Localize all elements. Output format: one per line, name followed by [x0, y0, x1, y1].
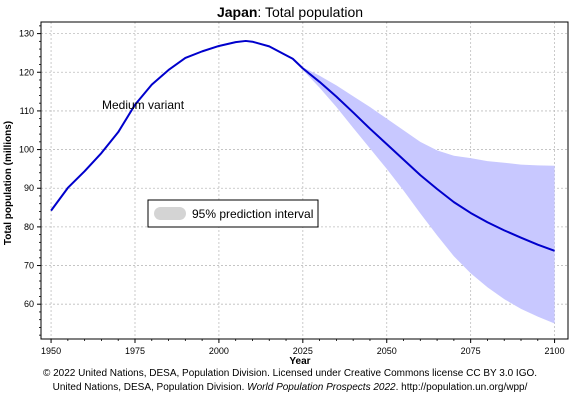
credit-url: . http://population.un.org/wpp/: [396, 382, 528, 393]
y-tick-label: 100: [19, 145, 34, 155]
x-tick-label: 2000: [209, 346, 229, 356]
legend-swatch: [154, 207, 186, 220]
x-tick-label: 1975: [125, 346, 145, 356]
x-tick-label: 2025: [293, 346, 313, 356]
medium-variant-annotation: Medium variant: [102, 98, 185, 112]
x-tick-label: 2100: [545, 346, 565, 356]
legend-label: 95% prediction interval: [192, 207, 313, 221]
prediction-interval-band: [292, 58, 555, 324]
x-tick-label: 2075: [461, 346, 481, 356]
x-tick-label: 1950: [41, 346, 61, 356]
credit-source: United Nations, DESA, Population Divisio…: [53, 382, 248, 393]
credit-line-2: United Nations, DESA, Population Divisio…: [53, 382, 528, 393]
y-tick-label: 110: [20, 106, 34, 116]
y-tick-label: 130: [19, 29, 34, 39]
y-tick-label: 120: [19, 67, 34, 77]
prediction-band-layer: [292, 58, 555, 324]
x-tick-label: 2050: [377, 346, 397, 356]
axis-ticks: 1950 1975 2000 2025 2050 2075 2100 60 70 80 90 100 1…: [19, 25, 565, 356]
grid: [41, 22, 568, 339]
y-tick-label: 80: [24, 222, 34, 232]
chart-title-country: Japan: [217, 4, 257, 20]
credit-publication: World Population Prospects 2022: [247, 382, 396, 393]
legend: 95% prediction interval: [147, 199, 319, 228]
y-tick-label: 70: [24, 261, 34, 271]
y-tick-label: 90: [24, 183, 34, 193]
x-axis-title: Year: [289, 356, 310, 367]
medium-variant-line: [50, 39, 555, 252]
chart-title: Japan: Total population: [217, 4, 363, 20]
chart-title-rest: : Total population: [257, 4, 363, 20]
series-line-layer: [50, 39, 555, 252]
y-axis-title: Total population (millions): [3, 121, 14, 245]
credit-line-1: © 2022 United Nations, DESA, Population …: [43, 368, 537, 379]
y-tick-label: 60: [24, 299, 34, 309]
